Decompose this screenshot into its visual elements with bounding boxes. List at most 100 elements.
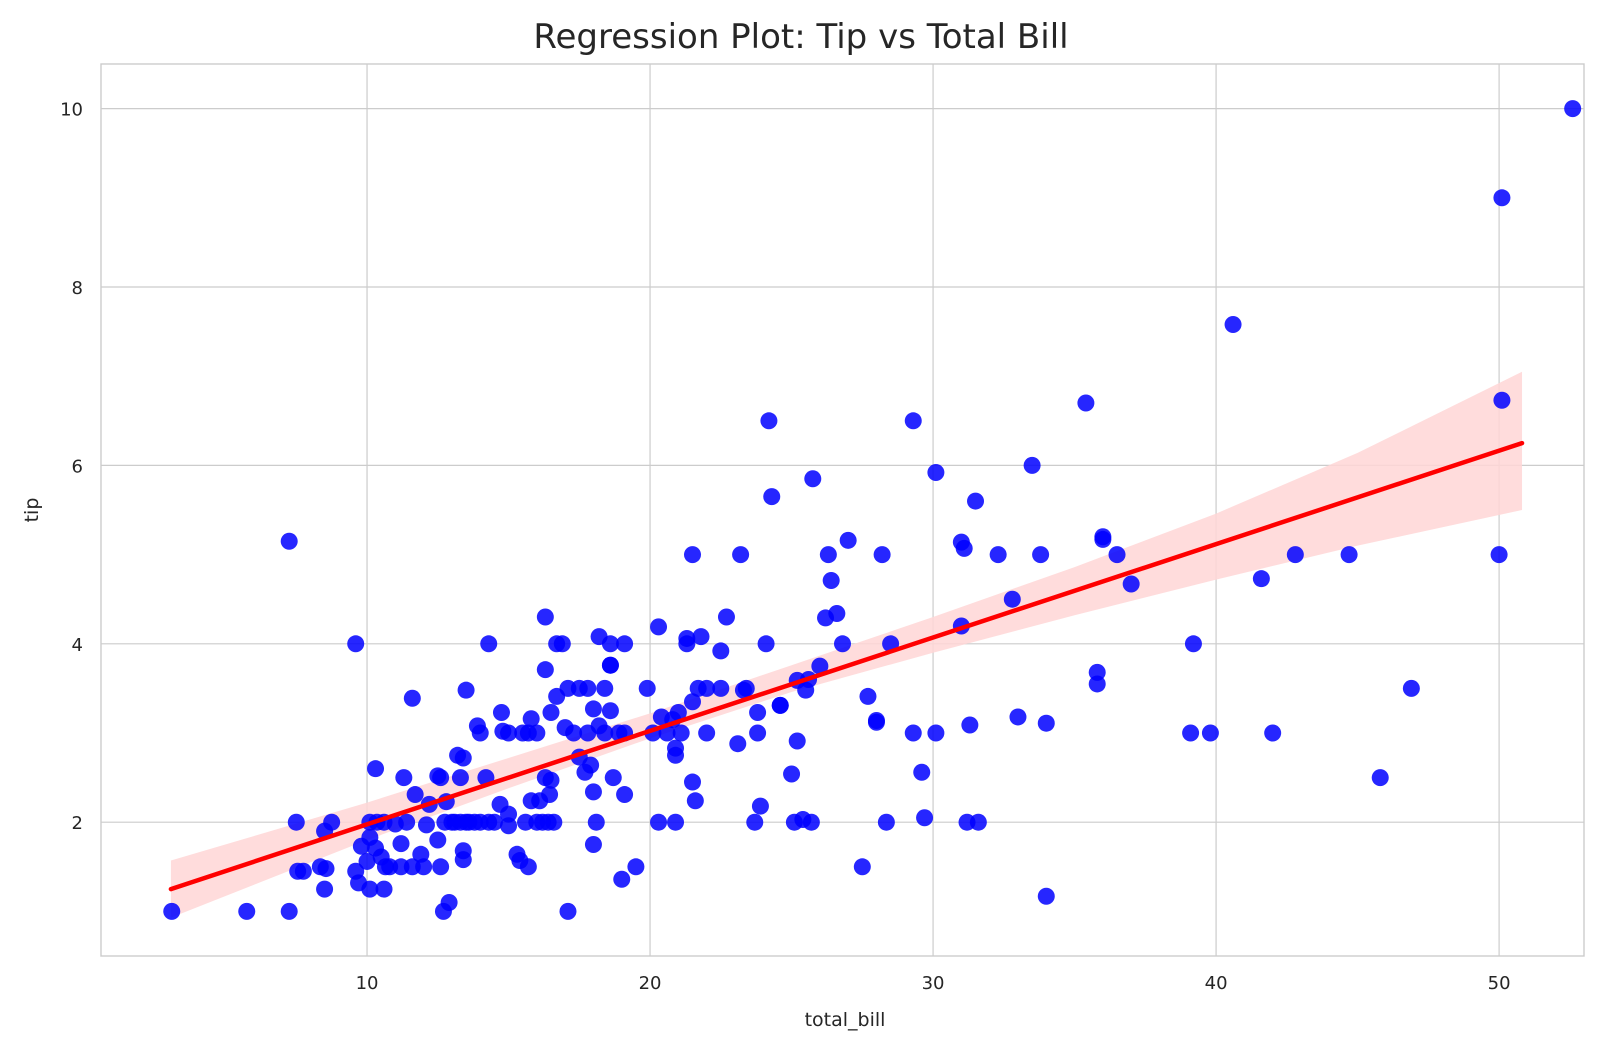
data-point [347, 635, 365, 653]
data-point [672, 724, 690, 742]
data-point [429, 831, 447, 849]
data-point [559, 902, 577, 920]
data-point [1340, 546, 1358, 564]
data-point [579, 679, 597, 697]
data-point [454, 851, 472, 869]
data-point [650, 618, 668, 636]
data-point [584, 836, 602, 853]
data-point [528, 724, 546, 742]
x-tick-labels: 10 20 30 40 50 [356, 973, 1511, 994]
data-point [403, 689, 421, 707]
data-point [1493, 391, 1511, 409]
data-points [163, 100, 1582, 920]
data-point [1252, 570, 1270, 588]
data-point [1032, 546, 1050, 564]
data-point [440, 893, 458, 911]
data-point [822, 571, 840, 589]
data-point [492, 703, 510, 721]
y-tick-label: 6 [72, 456, 83, 477]
data-point [955, 539, 973, 557]
data-point [316, 880, 334, 898]
data-point [961, 716, 979, 734]
data-point [1264, 724, 1282, 742]
data-point [596, 679, 614, 697]
data-point [1402, 679, 1420, 697]
data-point [1108, 546, 1126, 564]
data-point [717, 608, 735, 626]
data-point [667, 813, 685, 831]
data-point [819, 546, 837, 564]
data-point [280, 532, 298, 550]
data-point [757, 635, 775, 653]
data-point [287, 813, 305, 831]
data-point [746, 813, 764, 831]
data-point [1224, 315, 1242, 333]
data-point [542, 703, 560, 721]
data-point [361, 880, 379, 898]
data-point [613, 870, 631, 888]
data-point [323, 813, 341, 831]
data-point [392, 835, 410, 853]
y-tick-label: 4 [72, 635, 83, 656]
y-tick-label: 2 [72, 813, 83, 834]
data-point [686, 792, 704, 810]
data-point [732, 546, 750, 564]
data-point [989, 546, 1007, 564]
data-point [536, 608, 554, 626]
data-point [1009, 708, 1027, 726]
data-point [684, 773, 702, 791]
x-tick-label: 10 [356, 973, 379, 994]
data-point [650, 813, 668, 831]
data-point [500, 724, 518, 742]
data-point [904, 724, 922, 742]
data-point [867, 713, 885, 731]
data-point [877, 813, 895, 831]
data-point [485, 813, 503, 831]
data-point [1286, 546, 1304, 564]
data-point [519, 858, 537, 876]
data-point [238, 902, 256, 920]
data-point [627, 858, 645, 876]
data-point [771, 696, 789, 714]
data-point [684, 693, 702, 711]
data-point [601, 635, 619, 653]
plot-frame [100, 63, 1585, 957]
data-point [1003, 590, 1021, 608]
data-point [432, 769, 450, 787]
data-point [927, 724, 945, 742]
data-point [596, 724, 614, 742]
data-point [398, 813, 416, 831]
data-point [873, 546, 891, 564]
data-point [604, 769, 622, 787]
data-point [1088, 675, 1106, 693]
data-point [451, 769, 469, 787]
data-point [294, 862, 312, 880]
data-point [432, 858, 450, 876]
data-point [1182, 724, 1200, 742]
data-point [500, 817, 518, 835]
y-tick-labels: 2 4 6 8 10 [60, 100, 83, 835]
data-point [1493, 189, 1511, 207]
data-point [582, 756, 600, 774]
data-point [678, 635, 696, 653]
data-point [545, 813, 563, 831]
y-tick-label: 8 [72, 278, 83, 299]
grid-lines [101, 64, 1584, 956]
data-point [763, 488, 781, 506]
data-point [749, 703, 767, 721]
data-point [587, 813, 605, 831]
data-point [601, 656, 619, 674]
data-point [783, 765, 801, 783]
data-point [480, 635, 498, 653]
data-point [1037, 714, 1055, 732]
confidence-band [170, 371, 1523, 918]
data-point [1201, 724, 1219, 742]
data-point [802, 813, 820, 831]
data-point [1077, 394, 1095, 412]
data-point [712, 679, 730, 697]
x-tick-label: 30 [922, 973, 945, 994]
data-point [375, 880, 393, 898]
data-point [163, 902, 181, 920]
data-point [853, 858, 871, 876]
